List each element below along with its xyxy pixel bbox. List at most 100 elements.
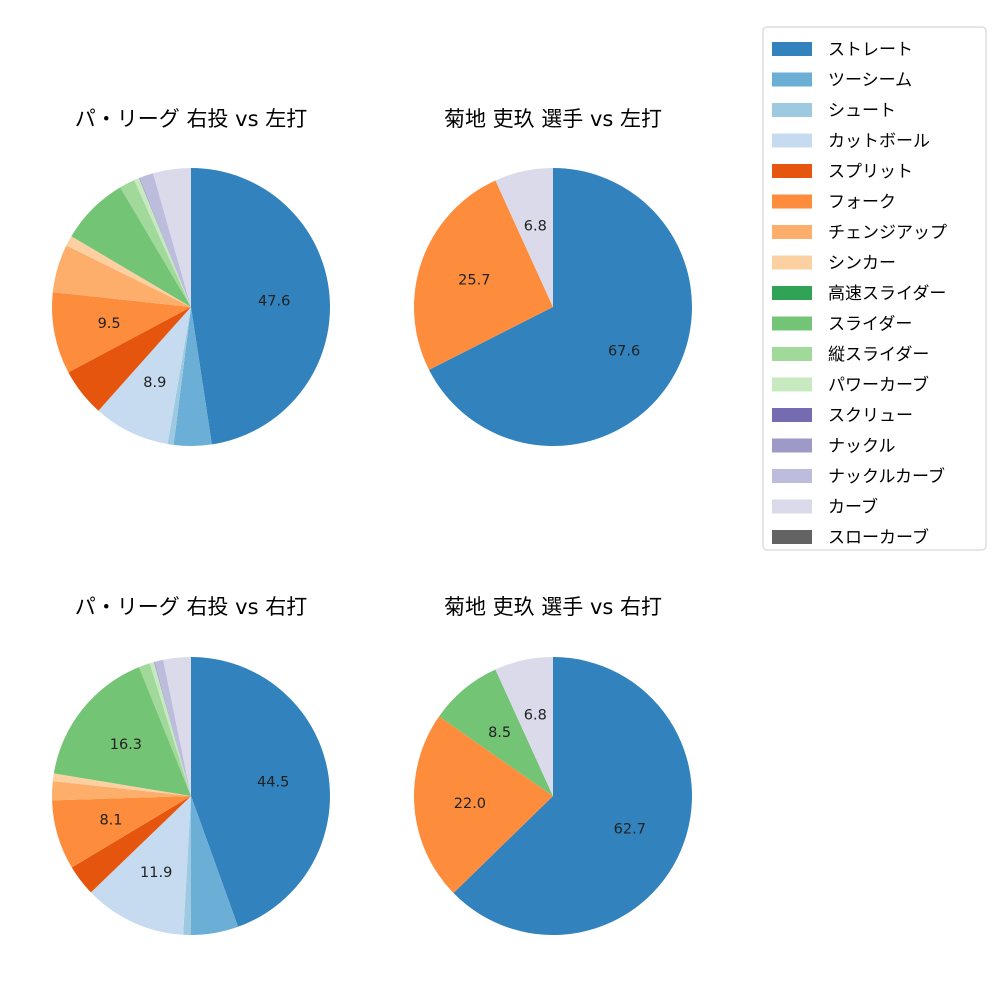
chart-title: 菊地 吏玖 選手 vs 左打 xyxy=(444,107,662,131)
legend-label: スライダー xyxy=(828,315,912,335)
pie-slice xyxy=(139,663,191,796)
legend-item: カーブ xyxy=(772,497,878,518)
pie-chart-4: 菊地 吏玖 選手 vs 右打 62.7 22.0 8.5 6.8 xyxy=(414,595,693,935)
pie-slice xyxy=(139,177,191,307)
legend-swatch xyxy=(772,164,812,178)
pie-slice xyxy=(173,307,212,446)
pie-slice xyxy=(120,180,191,307)
pie-slice xyxy=(414,716,553,894)
chart-title: 菊地 吏玖 選手 vs 右打 xyxy=(444,595,662,619)
legend-item: スクリュー xyxy=(772,406,913,426)
legend-label: ツーシーム xyxy=(828,71,912,91)
legend-swatch xyxy=(772,347,812,361)
slice-value-label: 22.0 xyxy=(454,796,486,812)
legend-label: フォーク xyxy=(828,193,896,213)
legend-label: スプリット xyxy=(828,162,913,182)
pie-slice xyxy=(98,307,191,444)
legend-swatch xyxy=(772,530,812,544)
legend-item: カットボール xyxy=(772,132,930,152)
slice-value-label: 11.9 xyxy=(140,865,172,881)
pie-slice xyxy=(51,292,191,373)
pie-slice xyxy=(153,661,191,796)
legend-swatch xyxy=(772,469,812,483)
pie-slice xyxy=(453,657,693,935)
legend-item: フォーク xyxy=(772,193,896,213)
legend-label: スクリュー xyxy=(828,406,913,426)
legend-swatch xyxy=(772,103,812,117)
legend-item: ツーシーム xyxy=(772,71,912,91)
pie-charts: パ・リーグ 右投 vs 左打 47.6 8.9 9.5 菊地 吏玖 選手 vs 左打 67… xyxy=(51,107,693,935)
legend-swatch xyxy=(772,133,812,148)
legend-swatch xyxy=(772,377,812,392)
legend-label: スローカーブ xyxy=(828,527,929,548)
legend-label: パワーカーブ xyxy=(828,375,929,396)
legend-swatch xyxy=(772,255,812,270)
legend-swatch xyxy=(772,225,812,239)
pie-slice xyxy=(139,173,191,307)
pie-chart-1: パ・リーグ 右投 vs 左打 47.6 8.9 9.5 xyxy=(51,107,330,446)
slice-value-label: 8.1 xyxy=(99,813,122,829)
slice-value-label: 44.5 xyxy=(257,775,289,791)
legend-item: パワーカーブ xyxy=(772,375,929,396)
pie-slice xyxy=(191,796,239,935)
slice-value-label: 16.3 xyxy=(110,737,142,753)
slice-value-label: 6.8 xyxy=(524,219,547,235)
pie-slice xyxy=(154,659,191,796)
legend-item: ナックルカーブ xyxy=(772,466,945,487)
legend-label: カーブ xyxy=(828,497,878,518)
legend-item: スライダー xyxy=(772,315,912,335)
legend-label: チェンジアップ xyxy=(828,223,947,243)
pie-slice xyxy=(439,669,553,796)
pie-slice xyxy=(71,796,191,893)
slice-value-label: 47.6 xyxy=(258,294,290,310)
pie-slice xyxy=(429,168,692,446)
legend-item: シュート xyxy=(772,101,896,121)
pie-slice xyxy=(495,657,553,796)
pie-slice xyxy=(167,307,191,445)
pie-slice xyxy=(52,796,191,868)
legend-label: シンカー xyxy=(828,254,896,274)
legend-swatch xyxy=(772,316,812,331)
legend-label: ストレート xyxy=(828,40,913,60)
legend-swatch xyxy=(772,42,812,56)
legend-label: 高速スライダー xyxy=(828,284,946,304)
legend-swatch xyxy=(772,499,812,514)
legend-frame xyxy=(762,26,987,551)
legend-item: シンカー xyxy=(772,254,896,274)
legend-swatch xyxy=(772,194,812,209)
legend-label: ナックルカーブ xyxy=(828,466,945,487)
slice-value-label: 8.9 xyxy=(143,375,166,391)
pie-slice xyxy=(90,796,191,935)
legend-item: スプリット xyxy=(772,162,913,182)
chart-title: パ・リーグ 右投 vs 左打 xyxy=(75,107,307,131)
pie-slice xyxy=(52,773,191,796)
pie-slice xyxy=(68,307,191,411)
legend-label: ナックル xyxy=(828,437,896,457)
pie-slice xyxy=(149,662,191,796)
legend-swatch xyxy=(772,438,812,453)
legend-item: チェンジアップ xyxy=(772,223,947,243)
legend-item: ストレート xyxy=(772,40,913,60)
slice-value-label: 25.7 xyxy=(458,272,490,288)
legend: ストレートツーシームシュートカットボールスプリットフォークチェンジアップシンカー… xyxy=(762,26,987,551)
slice-value-label: 8.5 xyxy=(488,725,511,741)
legend-item: 高速スライダー xyxy=(772,284,946,304)
slice-value-label: 9.5 xyxy=(98,316,121,332)
pie-slice xyxy=(495,168,553,307)
legend-label: シュート xyxy=(828,101,896,121)
legend-label: 縦スライダー xyxy=(828,345,929,365)
pie-chart-3: パ・リーグ 右投 vs 右打 44.5 11.9 8.1 16.3 xyxy=(52,595,330,935)
pie-slice xyxy=(53,667,191,796)
pie-slice xyxy=(66,236,191,307)
slice-value-label: 67.6 xyxy=(608,344,640,360)
pie-slice xyxy=(413,180,553,370)
slice-value-label: 6.8 xyxy=(524,708,547,724)
slice-value-label: 62.7 xyxy=(614,821,646,837)
pie-slice xyxy=(191,168,330,445)
pie-slice xyxy=(134,178,191,307)
pie-slice xyxy=(52,245,191,307)
legend-item: スローカーブ xyxy=(772,527,929,548)
pie-slice xyxy=(191,657,330,927)
legend-label: カットボール xyxy=(828,132,930,152)
